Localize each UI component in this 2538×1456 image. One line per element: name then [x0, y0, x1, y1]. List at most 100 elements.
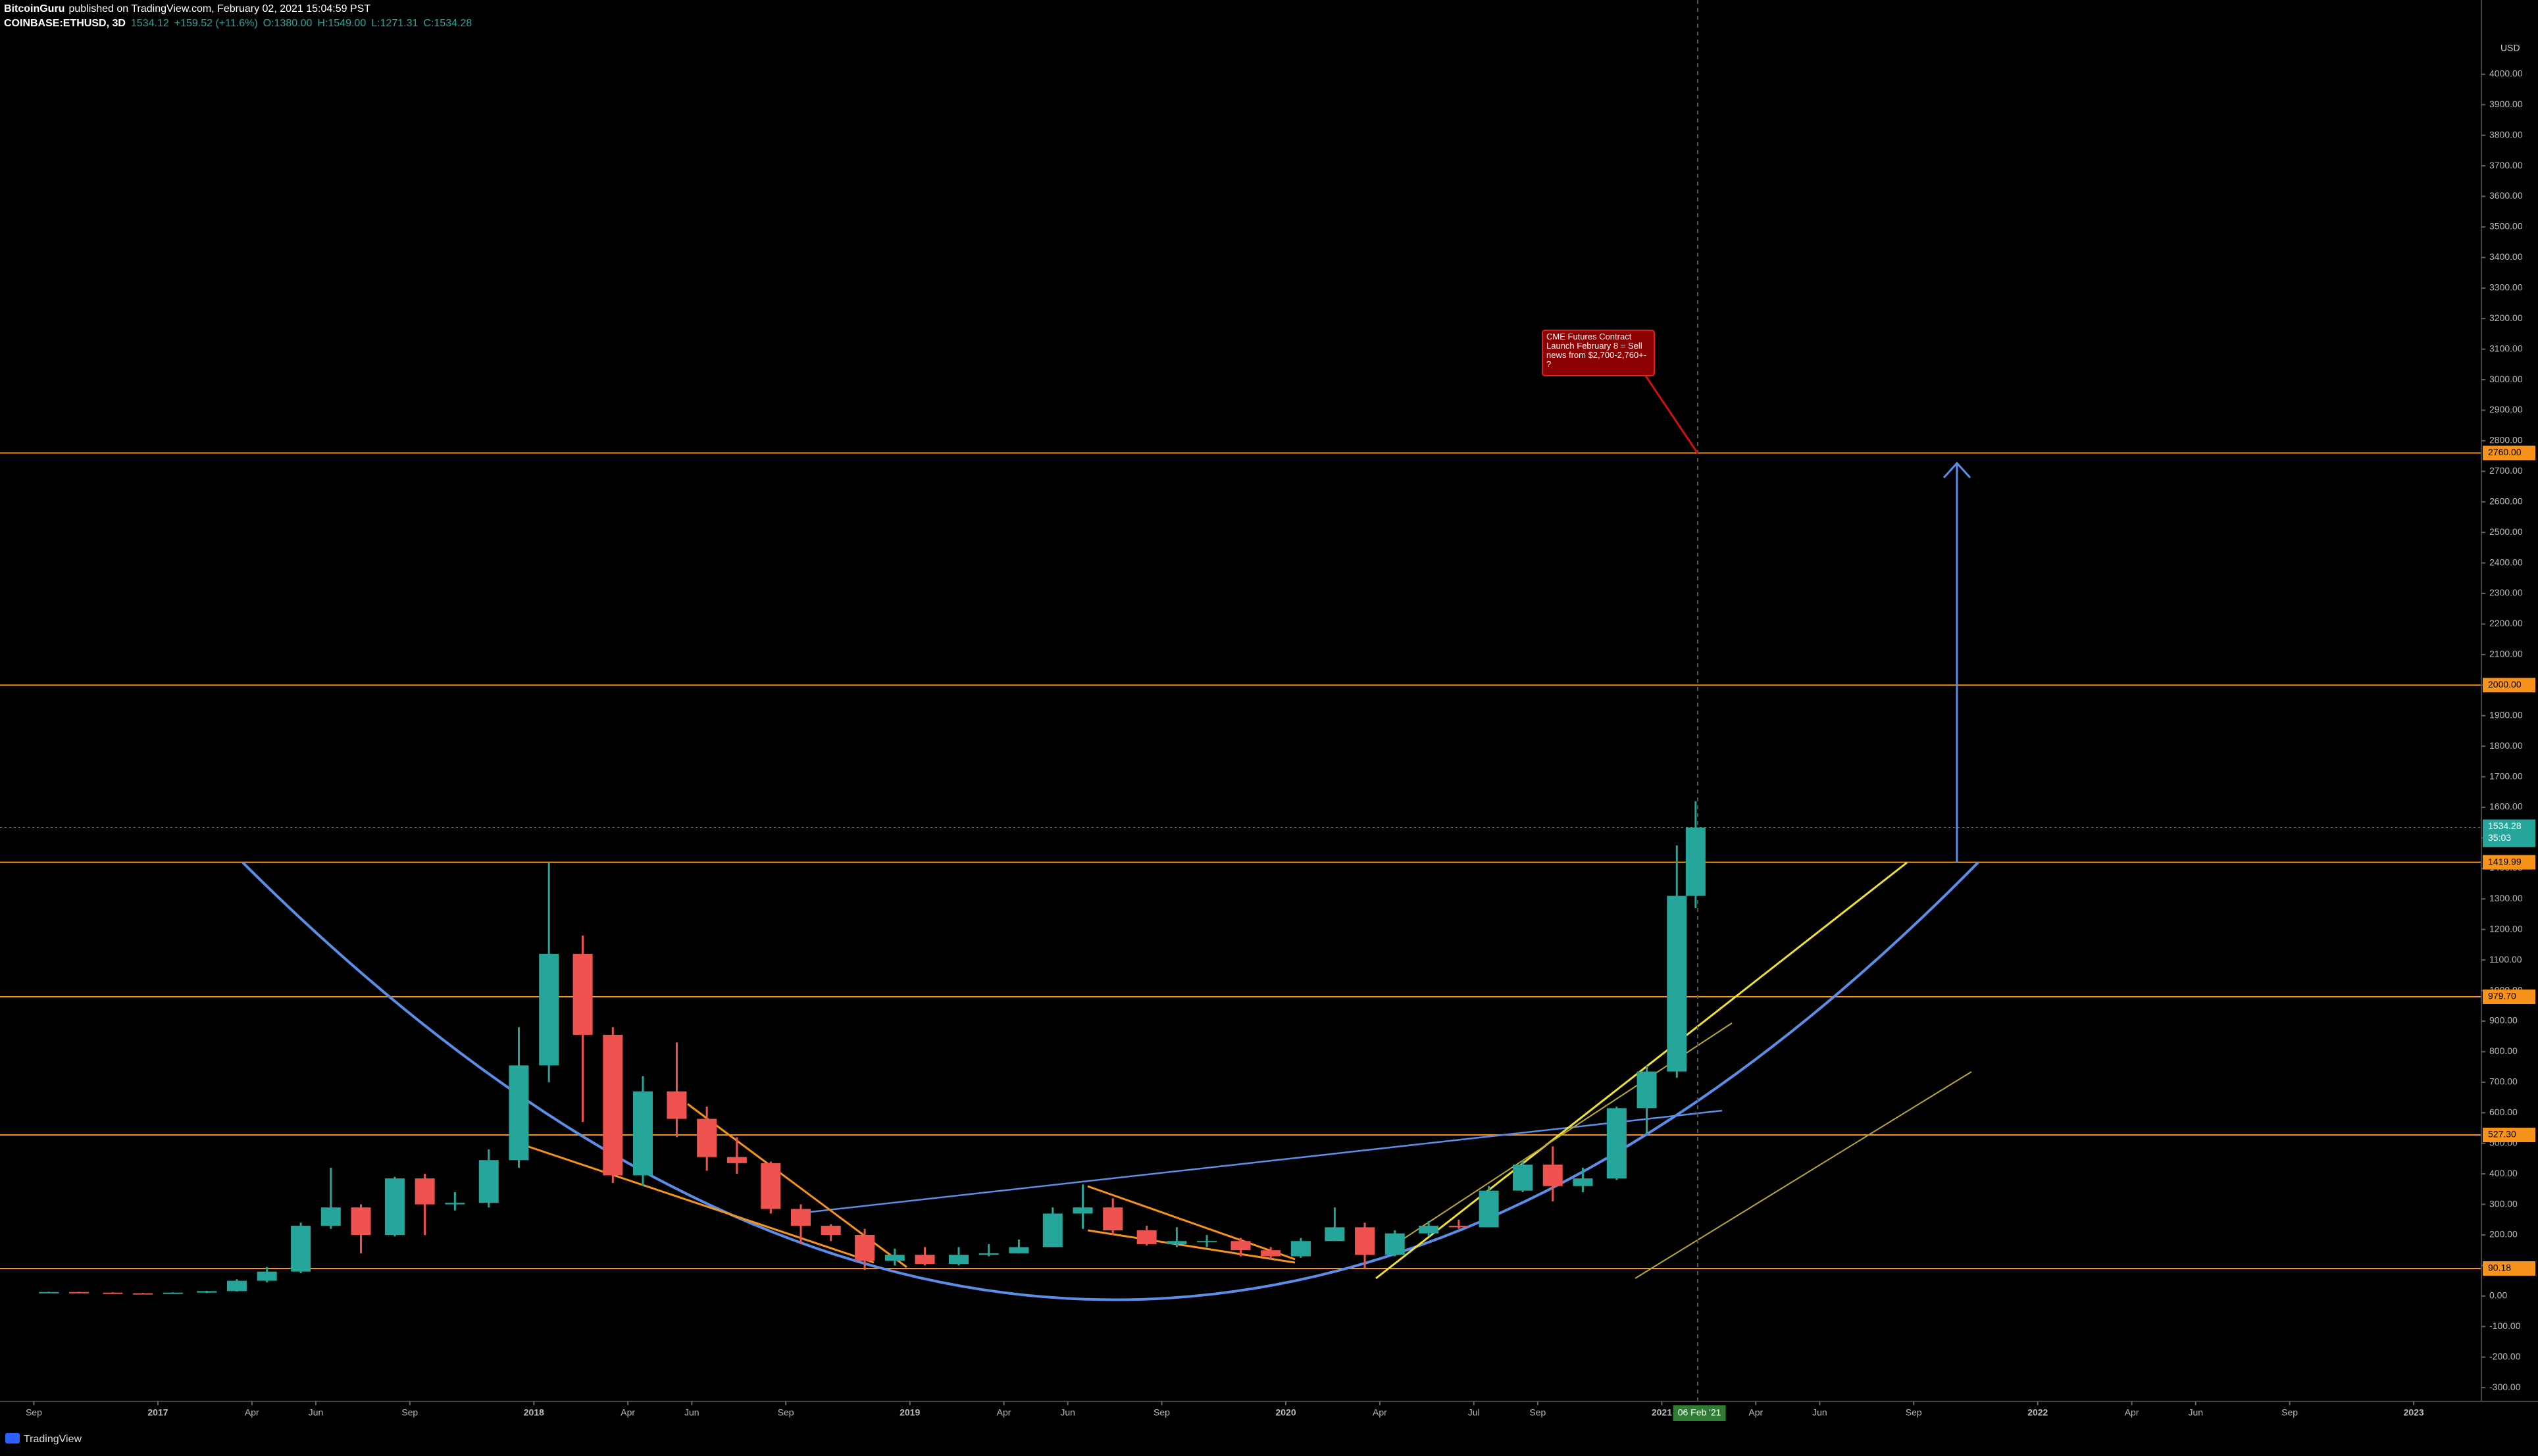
y-tick-label: 2300.00 [2489, 588, 2523, 598]
x-tick-label: Jul [1468, 1407, 1480, 1418]
candle-body [761, 1163, 781, 1209]
candle-body [915, 1255, 935, 1265]
cursor-date-box [1673, 1405, 1726, 1421]
y-tick-label: 3400.00 [2489, 251, 2523, 262]
ohlc-close: C:1534.28 [423, 18, 472, 29]
candle-body [1103, 1207, 1123, 1231]
symbol: COINBASE:ETHUSD, 3D [4, 18, 126, 29]
arrow-head [1942, 461, 1971, 479]
x-tick-label: 2020 [1275, 1407, 1296, 1418]
x-tick-label: Jun [309, 1407, 324, 1418]
candle-body [197, 1291, 217, 1293]
candle-body [1231, 1241, 1251, 1251]
candle-body [1355, 1227, 1375, 1255]
candle-body [603, 1034, 623, 1176]
x-tick-label: Sep [1906, 1407, 1922, 1418]
candle-body [1136, 1230, 1157, 1244]
candle-body [1667, 895, 1687, 1072]
y-tick-label: 3000.00 [2489, 374, 2523, 384]
candle-body [1042, 1213, 1063, 1247]
candle-body [821, 1226, 841, 1235]
candle-body [633, 1091, 653, 1176]
x-tick-label: Jun [2188, 1407, 2203, 1418]
x-tick-label: Jun [1812, 1407, 1827, 1418]
candle-body [1685, 827, 1706, 896]
candle-body [509, 1065, 529, 1161]
candle-body [320, 1207, 341, 1226]
candle-body [1606, 1108, 1627, 1179]
candle-body [539, 953, 559, 1066]
y-tick-label: -300.00 [2489, 1382, 2521, 1392]
change: +159.52 (+11.6%) [174, 18, 258, 29]
x-tick-label: Apr [2125, 1407, 2139, 1418]
y-tick-label: 4000.00 [2489, 68, 2523, 79]
currency: USD [2500, 43, 2520, 53]
candle-body [572, 953, 593, 1035]
candle-body [39, 1292, 59, 1293]
last-price: 1534.28 [2488, 820, 2522, 831]
last: 1534.12 [131, 18, 169, 29]
callout: CME Futures Contract Launch February 8 =… [1542, 330, 1655, 376]
y-tick-label: 300.00 [2489, 1198, 2518, 1209]
candle-body [855, 1234, 875, 1261]
header: BitcoinGuru published on TradingView.com,… [4, 3, 370, 14]
candle-body [415, 1178, 435, 1205]
callout-pointer [1644, 374, 1699, 454]
candle-body [478, 1160, 499, 1203]
x-tick-label: Apr [245, 1407, 259, 1418]
x-tick-label: Sep [1529, 1407, 1546, 1418]
x-tick-label: Sep [778, 1407, 794, 1418]
y-tick-label: 1800.00 [2489, 740, 2523, 751]
plot [0, 452, 2481, 1269]
y-tick-label: 3300.00 [2489, 282, 2523, 292]
y-tick-label: 1600.00 [2489, 801, 2523, 812]
logo [5, 1433, 20, 1443]
ohlc-low: L:1271.31 [371, 18, 418, 29]
candle-body [103, 1292, 123, 1294]
candle-body [1419, 1226, 1439, 1234]
y-tick-label: 1900.00 [2489, 709, 2523, 720]
candle-body [1325, 1227, 1345, 1242]
level-label-box [2483, 445, 2535, 461]
candle-body [667, 1091, 687, 1119]
candle-body [697, 1118, 717, 1157]
axes: -300.00-200.00-100.000.00100.00200.00300… [26, 68, 2535, 1421]
y-tick-label: -200.00 [2489, 1351, 2521, 1361]
candle-body [1384, 1233, 1405, 1255]
candle-body [1479, 1190, 1499, 1228]
x-tick-label: Apr [1373, 1407, 1387, 1418]
brand[interactable]: TradingView [24, 1434, 82, 1445]
candle-body [1009, 1247, 1029, 1253]
candle-body [163, 1292, 183, 1294]
last-price-box [2483, 819, 2535, 847]
candle-body [351, 1207, 371, 1235]
wedge-line [1087, 1185, 1296, 1261]
x-tick-label: Apr [621, 1407, 635, 1418]
candle-body [948, 1255, 969, 1265]
y-tick-label: 1100.00 [2489, 954, 2522, 965]
published: published on TradingView.com, February 0… [68, 3, 370, 14]
y-tick-label: 3600.00 [2489, 190, 2523, 201]
y-tick-label: 1200.00 [2489, 923, 2523, 934]
level-label: 2760.00 [2488, 447, 2522, 457]
candle-body [1197, 1241, 1217, 1243]
candle-body [726, 1157, 747, 1163]
y-tick-label: 2800.00 [2489, 435, 2523, 445]
level-label-box [2483, 1261, 2535, 1276]
y-tick-label: 3200.00 [2489, 313, 2523, 323]
y-tick-label: 2500.00 [2489, 526, 2523, 537]
y-tick-label: 3800.00 [2489, 129, 2523, 139]
y-tick-label: 2400.00 [2489, 557, 2523, 567]
price-axis [2481, 0, 2538, 1456]
x-tick-label: 2018 [524, 1407, 544, 1418]
y-tick-label: 0.00 [2489, 1290, 2507, 1301]
y-tick-label: 200.00 [2489, 1229, 2518, 1240]
candle-body [384, 1178, 405, 1235]
candle-body [1167, 1241, 1187, 1244]
cursor-date: 06 Feb '21 [1678, 1407, 1721, 1418]
y-tick-label: 2700.00 [2489, 465, 2523, 476]
candle-body [133, 1293, 153, 1295]
y-tick-label: 2600.00 [2489, 495, 2523, 506]
countdown: 35:03 [2488, 832, 2511, 843]
